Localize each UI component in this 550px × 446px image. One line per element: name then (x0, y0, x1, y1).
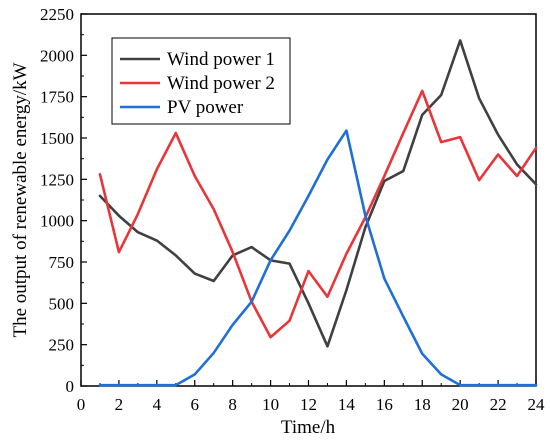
y-tick-label: 250 (49, 336, 75, 355)
x-tick-label: 16 (376, 395, 393, 414)
x-axis-ticks: 0 2 4 6 8 10 12 14 16 18 20 22 24 (77, 380, 545, 414)
y-tick-label: 2250 (40, 5, 74, 24)
y-axis-ticks: 0 250 500 750 1000 1250 1500 1750 2000 2250 (40, 5, 87, 396)
x-tick-label: 20 (452, 395, 469, 414)
x-axis-title: Time/h (281, 417, 336, 438)
y-tick-label: 2000 (40, 46, 74, 65)
y-tick-label: 1750 (40, 88, 74, 107)
y-tick-label: 1250 (40, 170, 74, 189)
y-axis-title: The output of renewable energy/kW (10, 62, 31, 337)
x-tick-label: 2 (115, 395, 124, 414)
legend-box (111, 37, 291, 125)
x-tick-label: 12 (300, 395, 317, 414)
x-tick-label: 22 (490, 395, 507, 414)
series-line-3 (98, 129, 538, 387)
series-line-2 (98, 89, 538, 339)
x-tick-label: 6 (191, 395, 200, 414)
legend-label-1: Wind power 1 (167, 49, 275, 70)
x-tick-label: 18 (414, 395, 431, 414)
x-tick-label: 0 (77, 395, 86, 414)
y-tick-label: 1500 (40, 129, 74, 148)
y-tick-label: 0 (66, 377, 75, 396)
y-tick-label: 1000 (40, 212, 74, 231)
x-tick-label: 10 (262, 395, 279, 414)
x-tick-label: 8 (228, 395, 237, 414)
legend: Wind power 1 Wind power 2 PV power (111, 37, 291, 125)
y-tick-label: 750 (49, 253, 75, 272)
series-line-1 (98, 39, 538, 348)
legend-label-3: PV power (167, 97, 244, 118)
y-tick-label: 500 (49, 294, 75, 313)
x-tick-label: 14 (338, 395, 356, 414)
series-layer (98, 39, 538, 387)
legend-label-2: Wind power 2 (167, 73, 275, 94)
x-tick-label: 4 (153, 395, 162, 414)
x-tick-label: 24 (528, 395, 546, 414)
